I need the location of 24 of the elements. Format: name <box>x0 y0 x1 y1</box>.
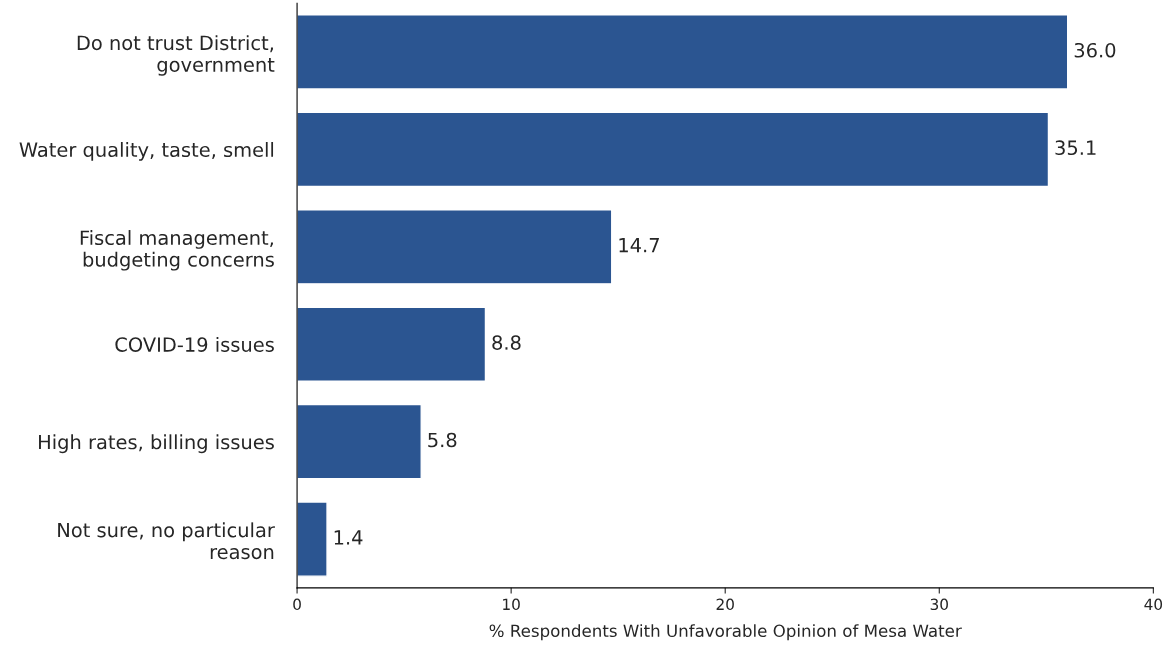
x-tick-label: 20 <box>716 598 734 611</box>
data-label: 36.0 <box>1074 42 1116 58</box>
data-label: 14.7 <box>619 238 659 253</box>
x-tick-label: 10 <box>503 598 520 611</box>
bar <box>297 403 422 480</box>
bar <box>297 501 328 577</box>
x-tick-label: 40 <box>1144 598 1163 611</box>
data-label: 5.8 <box>428 432 457 448</box>
y-tick-label: Fiscal management, budgeting concerns <box>80 230 274 271</box>
y-tick-label: Not sure, no particular reason <box>58 522 275 560</box>
bar <box>297 111 1050 188</box>
bar <box>297 14 1069 90</box>
y-tick-label: Do not trust District, government <box>77 35 275 76</box>
y-tick-label: COVID-19 issues <box>115 336 274 352</box>
x-tick-label: 0 <box>293 598 301 611</box>
y-tick-label: High rates, billing issues <box>39 434 274 454</box>
bar <box>297 306 487 382</box>
y-tick-label: Water quality, taste, smell <box>19 142 274 161</box>
data-label: 8.8 <box>492 335 521 350</box>
bar <box>297 209 613 285</box>
x-tick-label: 30 <box>930 598 948 611</box>
data-label: 35.1 <box>1055 140 1096 156</box>
x-axis-title: % Respondents With Unfavorable Opinion of Mesa Water <box>489 624 962 641</box>
data-label: 1.4 <box>334 530 363 545</box>
